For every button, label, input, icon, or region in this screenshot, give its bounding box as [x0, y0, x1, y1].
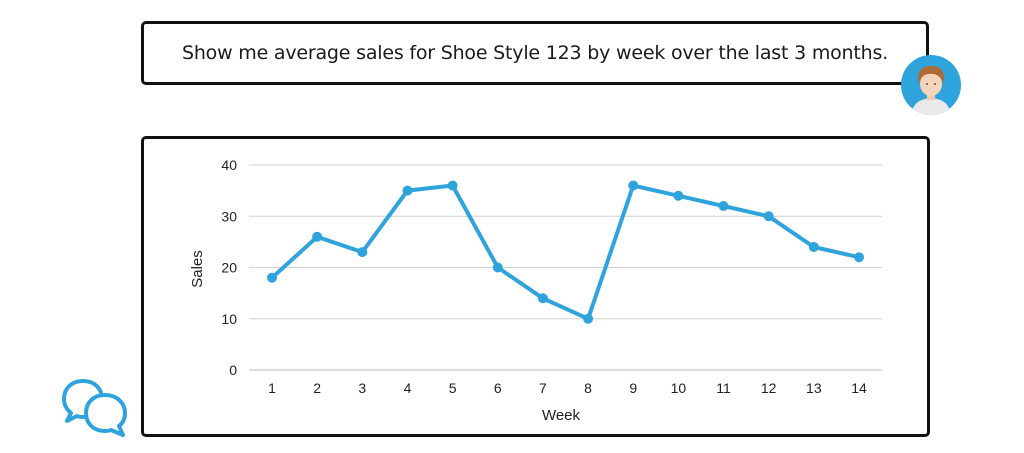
- data-point: [718, 201, 729, 211]
- prompt-text: Show me average sales for Shoe Style 123…: [181, 42, 889, 64]
- x-tick-label: 4: [404, 380, 412, 396]
- data-point: [267, 272, 277, 283]
- data-point: [583, 313, 594, 324]
- series-line: [270, 183, 861, 321]
- x-tick-label: 1: [268, 380, 276, 396]
- data-point: [537, 293, 548, 304]
- user-avatar-icon: [901, 55, 961, 115]
- data-point: [763, 211, 774, 222]
- x-tick-label: 13: [806, 380, 822, 396]
- x-tick-label: 11: [716, 380, 731, 396]
- x-tick-label: 6: [494, 380, 502, 396]
- data-points: [267, 180, 864, 324]
- chat-bubbles-icon: [62, 379, 127, 437]
- x-tick-labels: 1 2 3 4 5 6 7 8 9 10 11 12 13 14: [268, 380, 867, 396]
- chart-panel: 0 10 20 30 40 1 2 3 4 5 6 7 8 9 10 11 12 13 14 Week Sales: [141, 136, 930, 437]
- x-tick-label: 9: [629, 380, 637, 396]
- y-tick-label: 30: [221, 208, 237, 224]
- data-point: [312, 231, 323, 242]
- data-point: [628, 180, 639, 191]
- x-tick-label: 8: [584, 380, 592, 396]
- data-point: [357, 247, 368, 258]
- data-point: [673, 190, 684, 201]
- x-axis-label: Week: [542, 407, 581, 424]
- y-tick-label: 20: [221, 260, 237, 276]
- y-axis-label: Sales: [189, 250, 206, 288]
- y-tick-label: 0: [229, 362, 237, 378]
- x-tick-label: 2: [313, 380, 321, 396]
- x-tick-label: 5: [449, 380, 457, 396]
- data-point: [402, 185, 413, 196]
- data-point: [808, 242, 819, 252]
- y-tick-label: 40: [221, 157, 237, 173]
- data-point: [854, 252, 864, 263]
- y-tick-labels: 0 10 20 30 40: [221, 157, 237, 378]
- x-tick-label: 14: [851, 380, 867, 396]
- data-point: [492, 262, 503, 273]
- grid-lines: [249, 164, 882, 371]
- x-tick-label: 10: [671, 380, 687, 396]
- data-point: [447, 180, 458, 191]
- x-tick-label: 12: [761, 380, 777, 396]
- x-tick-label: 3: [358, 380, 366, 396]
- y-tick-label: 10: [221, 311, 237, 327]
- prompt-bubble: Show me average sales for Shoe Style 123…: [141, 21, 929, 85]
- x-tick-label: 7: [539, 380, 547, 396]
